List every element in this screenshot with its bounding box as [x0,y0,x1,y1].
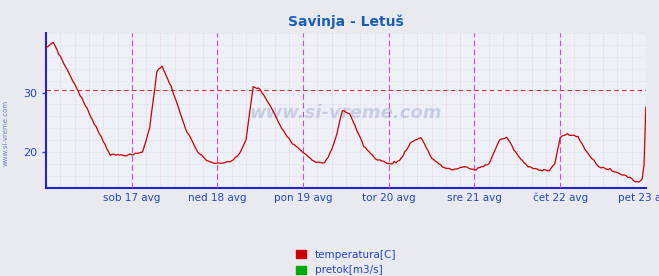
Title: Savinja - Letuš: Savinja - Letuš [288,15,404,29]
Text: www.si-vreme.com: www.si-vreme.com [2,99,9,166]
Legend: temperatura[C], pretok[m3/s]: temperatura[C], pretok[m3/s] [296,250,396,275]
Text: www.si-vreme.com: www.si-vreme.com [250,105,442,123]
